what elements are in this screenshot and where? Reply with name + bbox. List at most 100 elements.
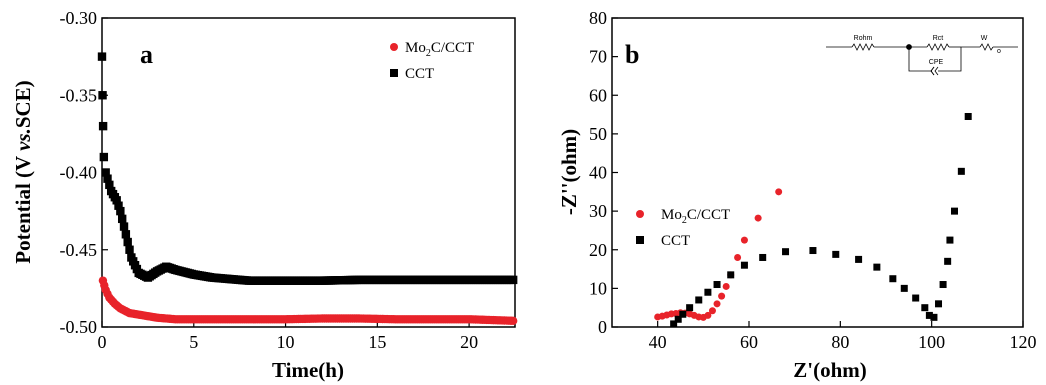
data-point (832, 250, 840, 258)
panel-a-y-tick-label: -0.45 (60, 240, 98, 260)
circuit-label-rct: Rct (933, 35, 944, 42)
panel-a-series-cct (97, 52, 518, 285)
data-point (103, 174, 112, 183)
data-point (740, 236, 748, 244)
panel-b-y-axis-title: -Z''(ohm) (557, 129, 581, 215)
data-point (921, 304, 929, 312)
panel-a-y-tick-label: -0.35 (60, 85, 98, 105)
data-point (123, 237, 132, 247)
data-point (935, 300, 943, 308)
data-point (740, 261, 748, 269)
panel-b-legend-label-cct: CCT (661, 233, 690, 249)
data-point (912, 294, 920, 302)
data-point (670, 320, 678, 328)
data-point (946, 236, 954, 244)
panel-b-x-tick-label: 40 (649, 332, 667, 352)
panel-a-y-tick-label: -0.50 (60, 317, 98, 337)
panel-a-legend-label-cct: CCT (405, 66, 434, 82)
data-point (98, 91, 107, 100)
panel-b-label: b (625, 40, 639, 69)
panel-b-ticks: 40 60 80 100 120 0 10 20 30 40 50 60 70 80 (589, 8, 1037, 352)
data-point (99, 152, 109, 162)
data-point (114, 201, 123, 210)
panel-a-series-mo2c-cct (98, 276, 518, 326)
data-point (98, 121, 108, 131)
panel-a-series (97, 52, 518, 326)
data-point (695, 296, 703, 304)
circuit-resistor-rohm (851, 43, 875, 51)
data-point (125, 245, 134, 254)
panel-a-legend-marker-mo2c (390, 43, 398, 51)
panel-b-series (654, 112, 972, 328)
panel-b-legend: Mo2C/CCT CCT (636, 207, 730, 249)
circuit-cpe-symbol (930, 66, 939, 76)
data-point (939, 281, 947, 289)
data-point (964, 112, 972, 120)
data-point (722, 282, 730, 290)
data-point (900, 284, 908, 292)
panel-b-chart: 40 60 80 100 120 0 10 20 30 40 50 60 70 80 b Mo2C/CCT… (557, 8, 1037, 382)
panel-b-x-tick-label: 60 (740, 332, 758, 352)
data-point (704, 311, 712, 319)
data-point (734, 253, 742, 261)
data-point (119, 222, 129, 231)
panel-b-y-tick-label: 10 (589, 278, 607, 298)
panel-b-y-tick-label: 80 (589, 8, 607, 28)
panel-b-y-tick-label: 40 (589, 163, 607, 183)
circuit-cpe-branch (938, 47, 962, 72)
data-point (121, 230, 131, 239)
data-point (759, 253, 767, 261)
panel-a-y-tick-label: -0.30 (60, 8, 98, 28)
data-point (718, 292, 726, 300)
circuit-resistor-rct (926, 43, 950, 51)
circuit-label-w: W (981, 35, 988, 42)
data-point (930, 313, 938, 321)
data-point (713, 281, 721, 289)
circuit-label-rohm: Rohm (854, 35, 873, 42)
panel-b-legend-marker-mo2c (636, 210, 644, 218)
panel-a-x-axis-title: Time(h) (272, 358, 344, 382)
panel-a-legend-marker-cct (390, 69, 398, 77)
data-point (873, 263, 881, 271)
equivalent-circuit-inset (826, 43, 1018, 76)
data-point (889, 275, 897, 283)
data-point (105, 180, 114, 190)
data-point (508, 316, 518, 326)
panel-a-legend-label-mo2c: Mo2C/CCT (405, 40, 474, 59)
panel-b-y-tick-label: 30 (589, 201, 607, 221)
circuit-cpe-branch (908, 47, 932, 72)
data-point (704, 288, 712, 296)
panel-a-x-tick-label: 5 (189, 332, 198, 352)
data-point (112, 196, 121, 205)
data-point (117, 214, 127, 224)
panel-a-x-tick-label: 10 (277, 332, 295, 352)
circuit-label-cpe: CPE (929, 59, 944, 66)
data-point (97, 52, 107, 61)
panel-b-legend-marker-cct (636, 236, 644, 244)
panel-a-legend: Mo2C/CCT CCT (390, 40, 474, 82)
panel-b-x-tick-label: 80 (831, 332, 849, 352)
circuit-warburg-element (979, 43, 994, 51)
data-point (754, 214, 762, 222)
data-point (708, 307, 716, 315)
data-point (944, 257, 952, 265)
panel-b-y-tick-label: 50 (589, 124, 607, 144)
panel-b-y-tick-label: 20 (589, 240, 607, 260)
data-point (855, 255, 863, 263)
panel-b-legend-label-mo2c: Mo2C/CCT (661, 207, 730, 226)
panel-a-chart: 0 5 10 15 20 -0.30 -0.35 -0.40 -0.45 -0.50 a Mo2C… (11, 8, 518, 382)
data-point (116, 206, 125, 216)
panel-b-series-cct (670, 112, 972, 328)
data-point (951, 207, 958, 215)
panel-a-y-tick-label: -0.40 (60, 163, 98, 183)
panel-b-x-tick-label: 100 (918, 332, 945, 352)
panel-b-y-tick-label: 0 (598, 317, 607, 337)
panel-a-y-axis-title: Potential (V vs.SCE) (11, 80, 35, 263)
panel-b-x-axis-title: Z'(ohm) (793, 358, 867, 382)
circuit-label-w-subscript: o (997, 48, 1001, 55)
data-point (925, 311, 933, 319)
data-point (957, 167, 965, 175)
data-point (782, 248, 790, 256)
data-point (508, 275, 518, 285)
